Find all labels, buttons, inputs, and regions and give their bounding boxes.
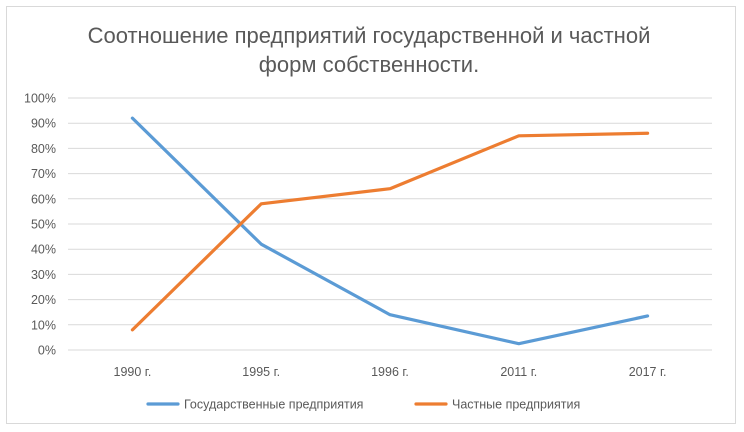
data-point <box>260 202 263 206</box>
x-axis-tick-labels: 1990 г. 1995 г. 1996 г. 2011 г. 2017 г. <box>114 365 667 379</box>
y-tick-label: 100% <box>24 92 56 106</box>
legend: Государственные предприятия Частные предп… <box>146 398 580 412</box>
y-tick-label: 60% <box>31 192 56 206</box>
data-point <box>646 314 649 318</box>
series-line-1 <box>130 116 650 346</box>
y-tick-label: 90% <box>31 117 56 131</box>
y-tick-label: 20% <box>31 293 56 307</box>
data-point <box>131 328 134 332</box>
data-point <box>517 134 520 137</box>
y-axis-tick-labels: 0% 10% 20% 30% 40% 50% 60% 70% 80% 90% 100% <box>24 92 56 358</box>
series-line-2 <box>130 131 650 332</box>
y-tick-label: 40% <box>31 243 56 257</box>
x-tick-label: 2011 г. <box>500 365 537 379</box>
y-tick-label: 10% <box>31 318 56 332</box>
y-tick-label: 80% <box>31 142 56 156</box>
data-point <box>517 342 520 345</box>
data-point <box>388 187 392 190</box>
y-tick-label: 0% <box>38 344 56 358</box>
chart-title-line-1: Соотношение предприятий государственной … <box>88 23 651 48</box>
data-point <box>260 242 263 246</box>
y-tick-label: 70% <box>31 167 56 181</box>
data-point <box>646 132 649 135</box>
x-tick-label: 1996 г. <box>371 365 409 379</box>
y-tick-label: 30% <box>31 268 56 282</box>
gridlines <box>68 97 712 351</box>
y-tick-label: 50% <box>31 218 56 232</box>
data-point <box>388 313 392 316</box>
x-tick-label: 1990 г. <box>114 365 152 379</box>
x-tick-label: 2017 г. <box>629 365 667 379</box>
x-tick-label: 1995 г. <box>242 365 280 379</box>
series-lines <box>130 116 650 346</box>
data-point <box>131 116 134 120</box>
chart-title-line-2: форм собственности. <box>259 52 479 77</box>
legend-label-1: Государственные предприятия <box>184 398 363 412</box>
legend-label-2: Частные предприятия <box>452 398 580 412</box>
chart-frame <box>6 6 736 424</box>
